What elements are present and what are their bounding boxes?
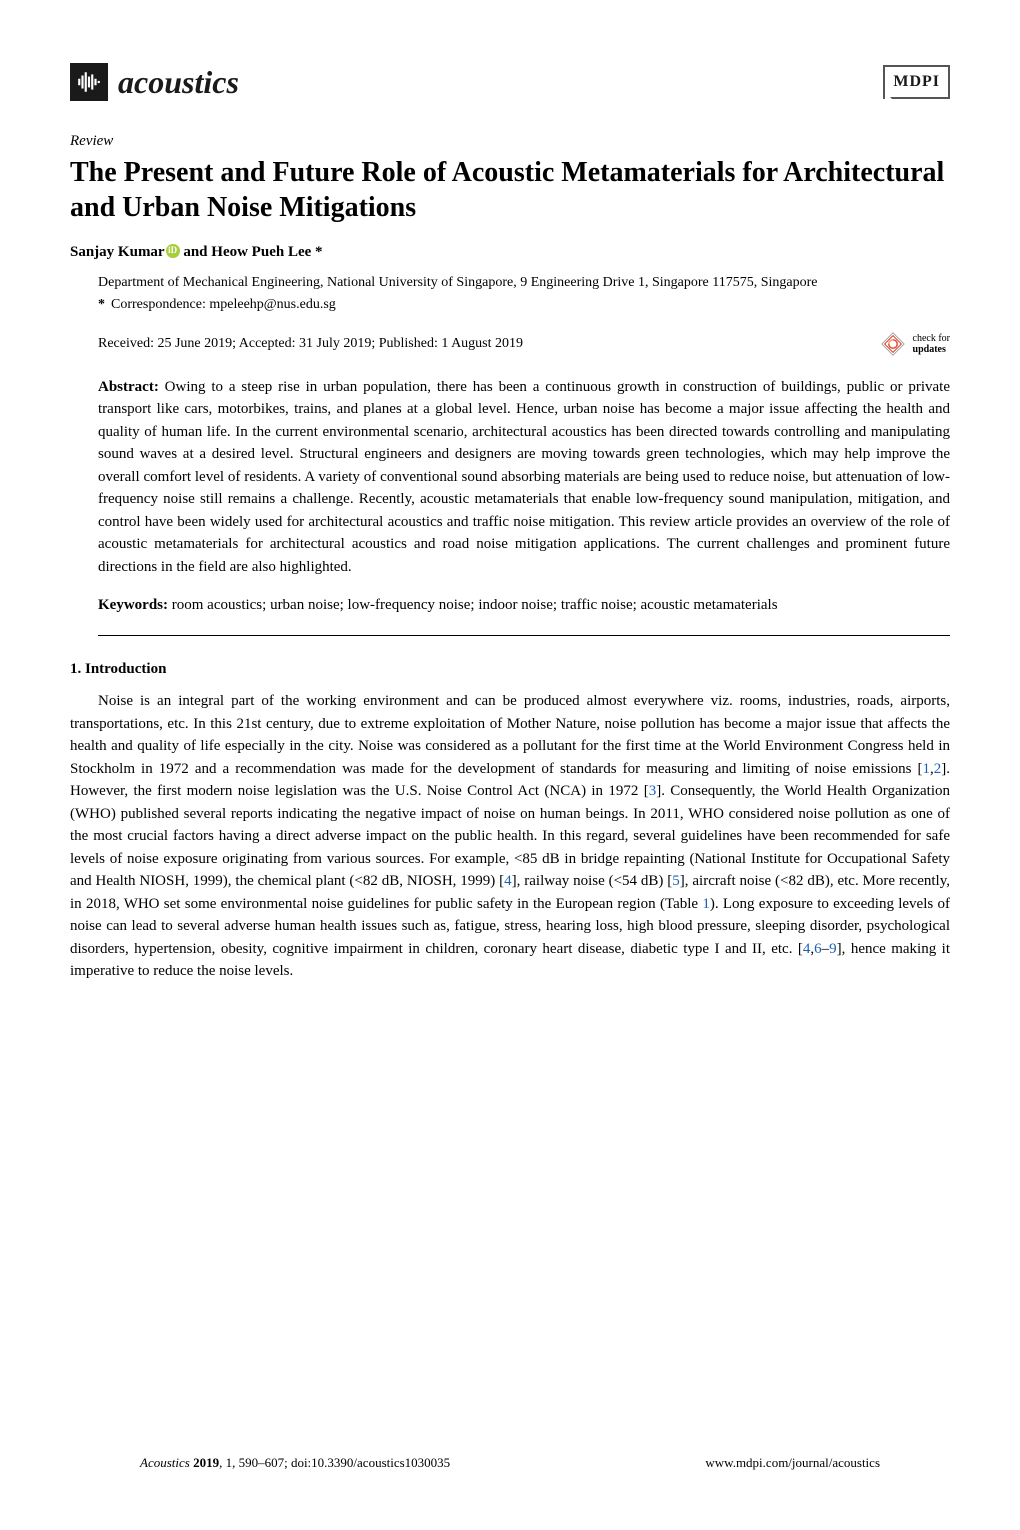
dates-row: Received: 25 June 2019; Accepted: 31 Jul… bbox=[70, 330, 950, 358]
publisher-logo: MDPI bbox=[883, 65, 950, 99]
ref-link-6[interactable]: 6 bbox=[814, 941, 822, 957]
journal-name: acoustics bbox=[118, 58, 239, 106]
footer-left: Acoustics 2019, 1, 590–607; doi:10.3390/… bbox=[140, 1453, 450, 1473]
ref-link-4[interactable]: 4 bbox=[504, 873, 512, 889]
ref-link-5[interactable]: 5 bbox=[672, 873, 680, 889]
section-1-heading: 1. Introduction bbox=[70, 658, 950, 681]
author-rest: and Heow Pueh Lee * bbox=[180, 244, 323, 260]
correspondence-star: * bbox=[98, 295, 105, 315]
correspondence-line: * Correspondence: mpeleehp@nus.edu.sg bbox=[98, 295, 950, 315]
authors-line: Sanjay KumariD and Heow Pueh Lee * bbox=[70, 241, 950, 264]
affiliation: Department of Mechanical Engineering, Na… bbox=[98, 273, 950, 293]
keywords-label: Keywords: bbox=[98, 597, 168, 613]
check-updates-line1: check for bbox=[913, 333, 950, 344]
publication-dates: Received: 25 June 2019; Accepted: 31 Jul… bbox=[98, 333, 523, 354]
para-text: Noise is an integral part of the working… bbox=[70, 693, 950, 777]
page-header: acoustics MDPI bbox=[70, 58, 950, 106]
check-updates-line2: updates bbox=[913, 344, 950, 355]
abstract-text: Owing to a steep rise in urban populatio… bbox=[98, 379, 950, 575]
affiliation-block: Department of Mechanical Engineering, Na… bbox=[70, 273, 950, 316]
footer-rest: , 1, 590–607; doi:10.3390/acoustics10300… bbox=[219, 1455, 450, 1470]
abstract-block: Abstract: Owing to a steep rise in urban… bbox=[70, 376, 950, 579]
intro-paragraph-1: Noise is an integral part of the working… bbox=[70, 690, 950, 983]
keywords-block: Keywords: room acoustics; urban noise; l… bbox=[70, 594, 950, 617]
ref-link-9[interactable]: 9 bbox=[829, 941, 837, 957]
footer-right: www.mdpi.com/journal/acoustics bbox=[705, 1453, 880, 1473]
author-1: Sanjay Kumar bbox=[70, 244, 165, 260]
article-title: The Present and Future Role of Acoustic … bbox=[70, 155, 950, 225]
abstract-label: Abstract: bbox=[98, 379, 159, 395]
correspondence-label: Correspondence: bbox=[111, 297, 206, 312]
ref-link-1[interactable]: 1 bbox=[923, 761, 931, 777]
article-type: Review bbox=[70, 130, 950, 153]
footer-year: 2019 bbox=[190, 1455, 219, 1470]
footer-journal: Acoustics bbox=[140, 1455, 190, 1470]
para-text: ], railway noise (<54 dB) [ bbox=[512, 873, 673, 889]
check-updates-text: check for updates bbox=[913, 333, 950, 355]
table-ref-1[interactable]: 1 bbox=[702, 896, 710, 912]
check-updates-icon bbox=[879, 330, 907, 358]
keywords-text: room acoustics; urban noise; low-frequen… bbox=[168, 597, 778, 613]
journal-logo-icon bbox=[70, 63, 108, 101]
page-footer: Acoustics 2019, 1, 590–607; doi:10.3390/… bbox=[140, 1453, 880, 1473]
orcid-icon: iD bbox=[166, 244, 180, 258]
journal-brand: acoustics bbox=[70, 58, 239, 106]
check-for-updates-badge[interactable]: check for updates bbox=[879, 330, 950, 358]
soundwave-icon bbox=[76, 69, 102, 95]
section-divider bbox=[98, 635, 950, 636]
correspondence-email: mpeleehp@nus.edu.sg bbox=[209, 297, 335, 312]
